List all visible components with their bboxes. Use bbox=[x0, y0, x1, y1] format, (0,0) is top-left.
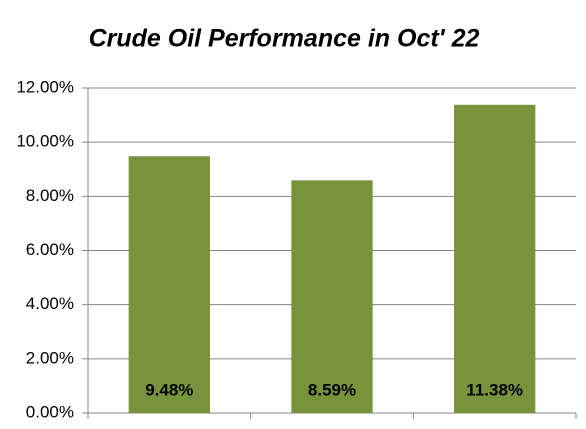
data-label: 11.38% bbox=[466, 380, 523, 399]
y-tick-label: 12.00% bbox=[16, 77, 74, 96]
bar bbox=[128, 156, 210, 413]
y-tick-label: 4.00% bbox=[26, 294, 74, 313]
y-tick-label: 10.00% bbox=[16, 132, 74, 151]
y-tick-label: 0.00% bbox=[26, 402, 74, 421]
data-label: 9.48% bbox=[145, 380, 193, 399]
y-tick-label: 6.00% bbox=[26, 240, 74, 259]
chart-title: Crude Oil Performance in Oct' 22 bbox=[89, 25, 480, 53]
y-tick-label: 2.00% bbox=[26, 348, 74, 367]
y-tick-label: 8.00% bbox=[26, 186, 74, 205]
data-label: 8.59% bbox=[308, 380, 356, 399]
bar bbox=[454, 104, 536, 414]
bar bbox=[291, 180, 373, 413]
